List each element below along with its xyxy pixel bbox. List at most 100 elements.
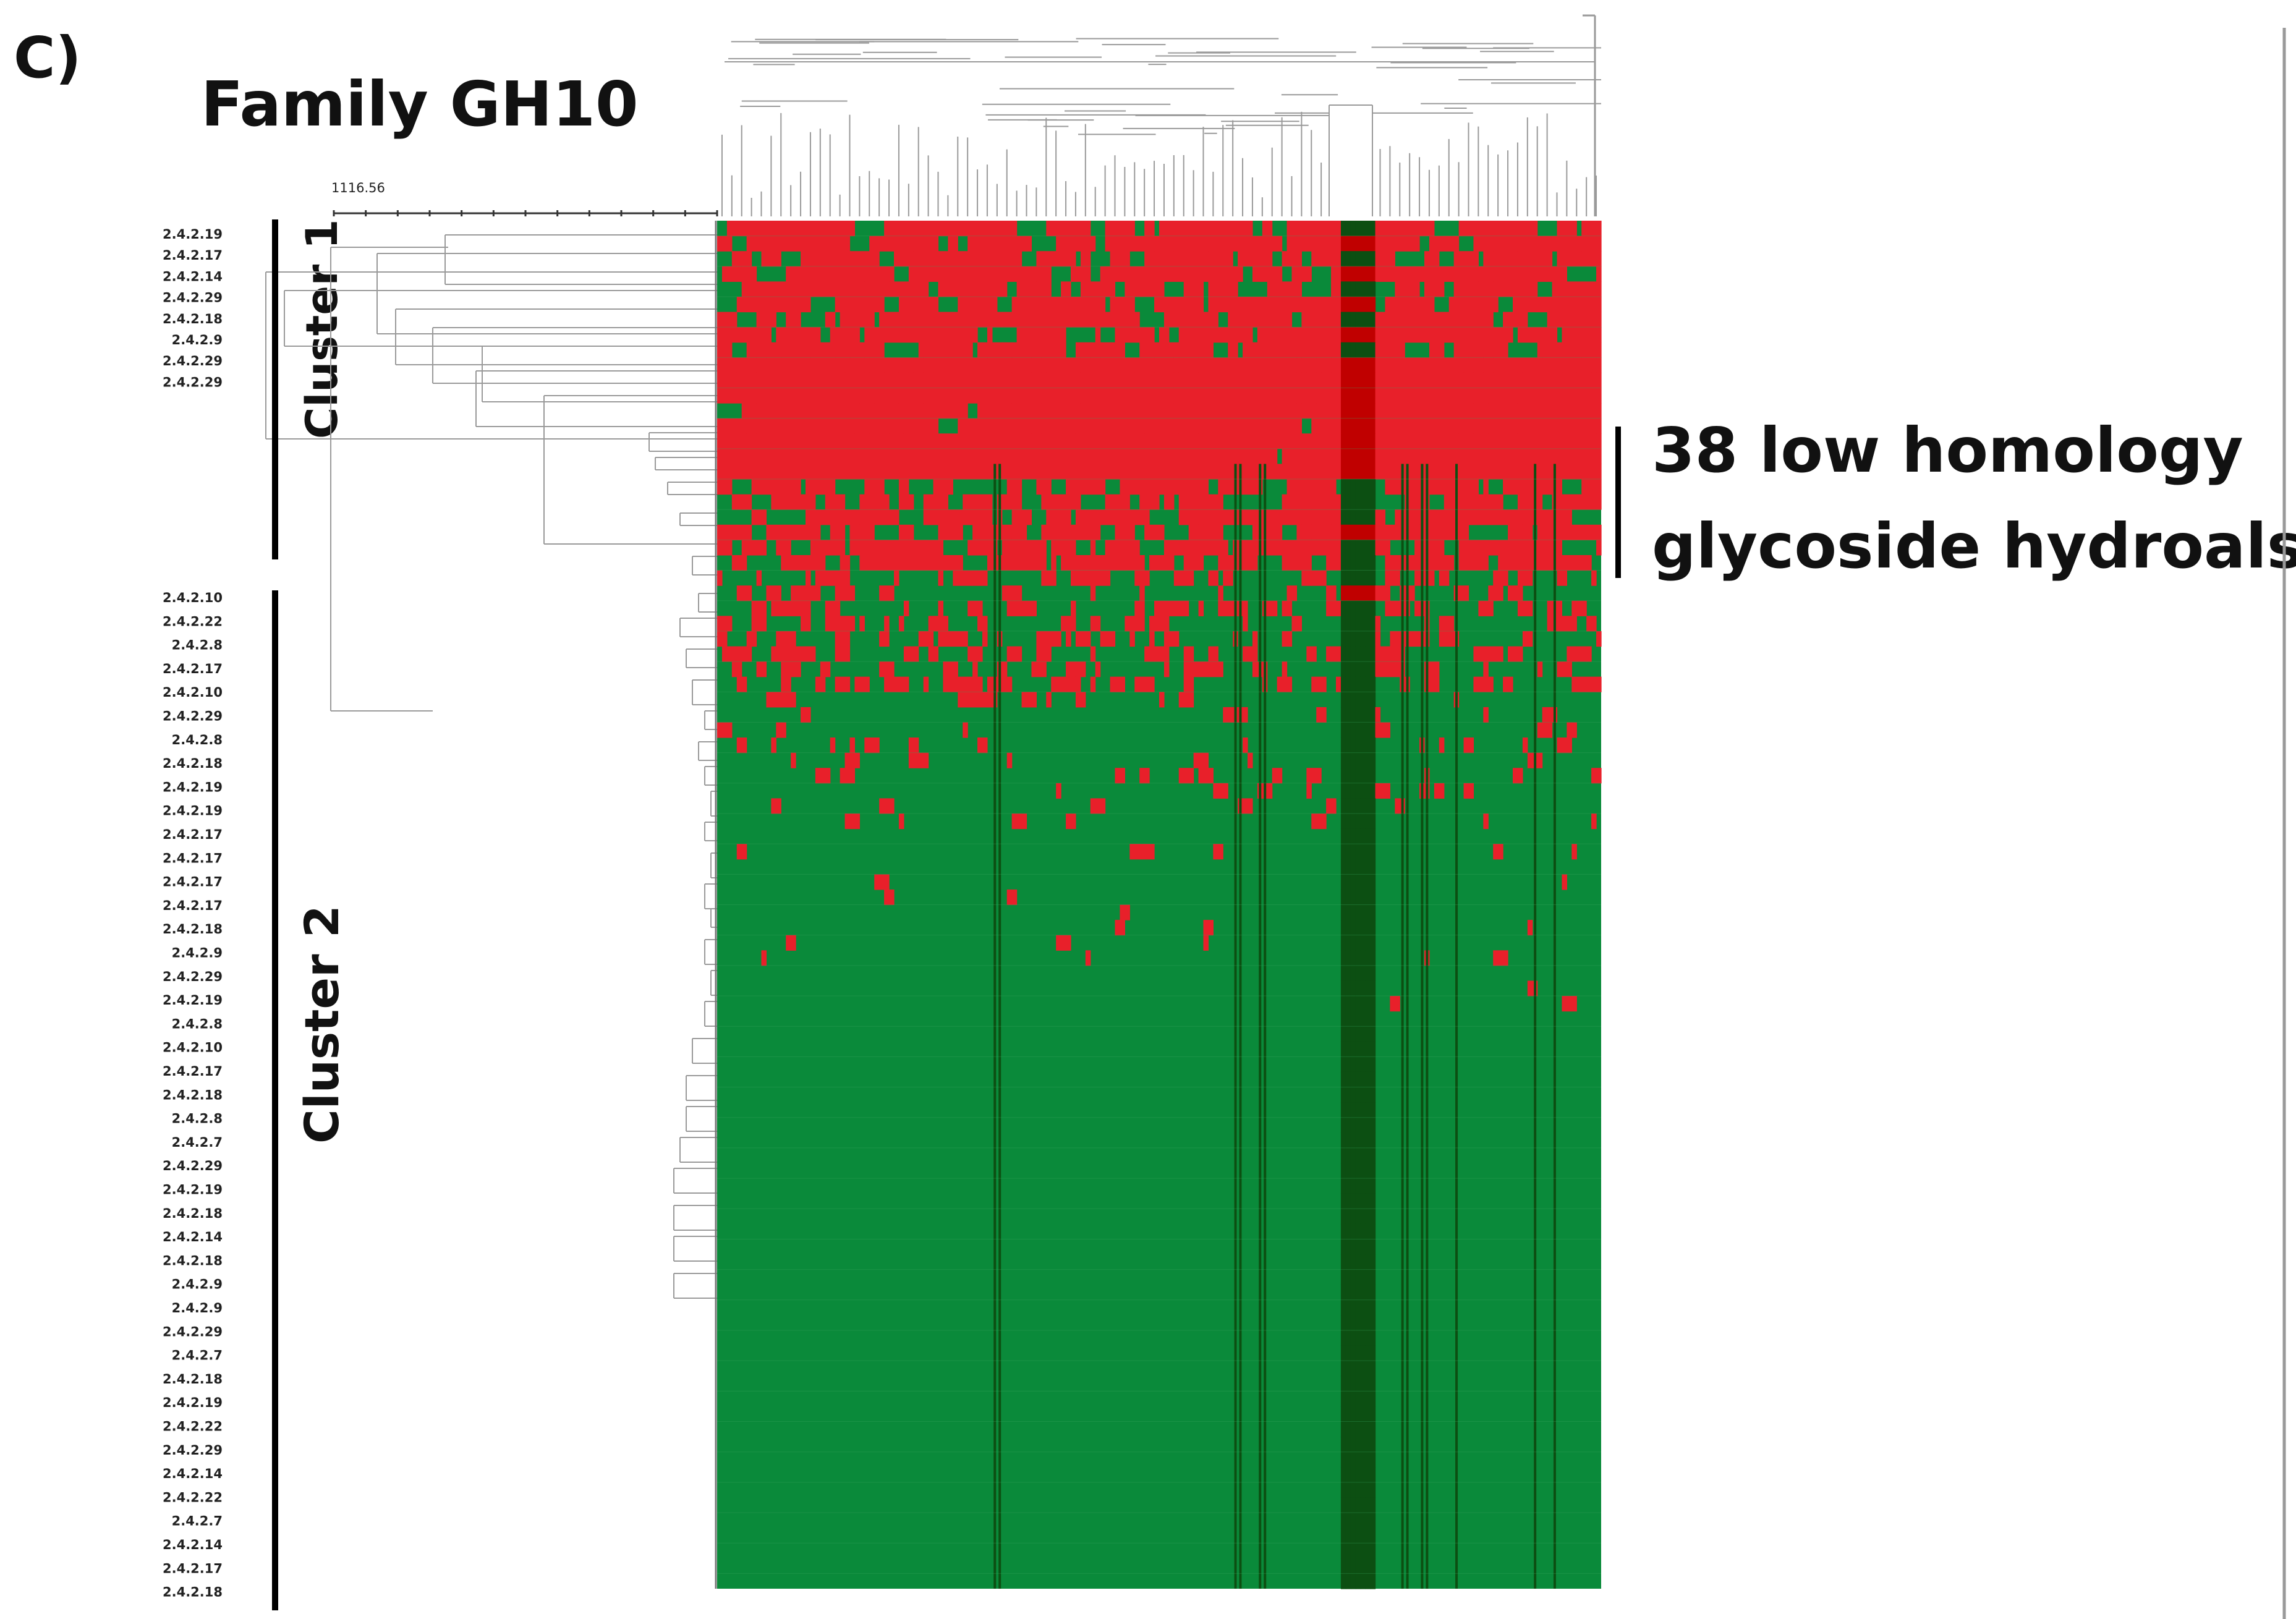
heatmap-cell [1006,752,1013,768]
heatmap-cell [1345,464,1351,480]
heatmap-cell [1360,844,1366,860]
heatmap-cell [1345,1011,1351,1027]
heatmap-cell [1365,737,1371,754]
heatmap-cell [776,524,786,540]
heatmap-cell [1360,1117,1366,1133]
heatmap-cell [1326,494,1341,510]
heatmap-cell [1360,1330,1366,1346]
heatmap-cell [1267,296,1298,313]
heatmap-cell [1243,646,1258,662]
heatmap-cell [1355,448,1361,465]
heatmap-cell [958,251,973,267]
heatmap-cell [1041,448,1066,465]
heatmap-cell [864,388,875,404]
heatmap-cell [1340,646,1346,662]
heatmap-cell [1006,889,1018,906]
heatmap-cell [1385,600,1395,616]
heatmap-cell [1365,1285,1371,1301]
heatmap-cell [1208,646,1218,662]
heatmap-cell [1345,813,1351,830]
heatmap-cell [879,266,895,282]
heatmap-cell [717,631,723,647]
heatmap-cell [903,464,934,480]
heatmap-cell [741,448,767,465]
heatmap-cell [1375,357,1390,373]
heatmap-cell [1552,433,1572,449]
heatmap-cell [1345,1315,1351,1331]
heatmap-cell [1586,236,1602,252]
heatmap-cell [1537,418,1567,434]
heatmap-cell [1424,372,1450,389]
heatmap-cell [840,418,846,434]
heatmap-cell [879,555,904,571]
heatmap-cell [1537,524,1543,540]
heatmap-cell [717,616,733,632]
heatmap-cell [1075,236,1091,252]
heatmap-cell [1095,570,1111,586]
heatmap-cell [1183,555,1204,571]
heatmap-cell [1340,935,1346,951]
heatmap-cell [1075,631,1091,647]
heatmap-cell [1350,464,1356,480]
heatmap-cell [1365,570,1371,586]
heatmap-cell [1301,221,1322,237]
heatmap-cell [1203,327,1228,343]
heatmap-cell [1355,1147,1361,1164]
heatmap-cell [1139,494,1160,510]
heatmap-cell [1473,236,1494,252]
heatmap-cell [840,768,856,784]
heatmap-cell [1326,312,1341,328]
heatmap-cell [1503,357,1508,373]
heatmap-cell [1365,798,1371,814]
row-label: 2.4.2.8 [172,1111,223,1126]
heatmap-cell [1311,524,1337,540]
heatmap-cell [717,722,733,738]
annotation-line-1: 38 low homology [1652,414,2243,487]
row-label: 2.4.2.19 [163,780,223,794]
heatmap-cell [967,418,988,434]
heatmap-cell [761,950,767,966]
heatmap-cell [1360,1285,1366,1301]
heatmap-cell [1424,433,1445,449]
heatmap-cell [967,372,983,389]
heatmap-cell [1562,372,1577,389]
heatmap-cell [1345,1421,1351,1437]
heatmap-cell [1066,676,1081,692]
heatmap-cell [1238,296,1268,313]
heatmap-cell [923,494,948,510]
heatmap-cell [1360,1254,1366,1270]
heatmap-cell [1370,327,1376,343]
heatmap-cell [1360,540,1366,556]
heatmap-cell [1365,479,1371,495]
heatmap-cell [741,281,762,297]
heatmap-cell [1345,1558,1351,1574]
heatmap-cell [1154,616,1170,632]
heatmap-cell [1360,585,1366,601]
heatmap-cell [1345,1087,1351,1103]
heatmap-cell [756,357,767,373]
heatmap-cell [1340,1345,1346,1361]
heatmap-cell [1365,555,1371,571]
heatmap-cell [1350,372,1356,389]
heatmap-cell [1163,540,1180,556]
heatmap-cell [1218,600,1223,616]
heatmap-cell [1355,494,1361,510]
heatmap-cell [1173,570,1184,586]
heatmap-cell [1134,372,1155,389]
heatmap-cell [1340,524,1346,540]
heatmap-cell [815,251,836,267]
heatmap-cell [1350,555,1356,571]
heatmap-cell [1291,388,1322,404]
heatmap-cell [1154,448,1170,465]
heatmap-cell [1031,540,1047,556]
heatmap-cell [1115,768,1125,784]
heatmap-cell [1439,570,1450,586]
heatmap-cell [1370,752,1376,768]
heatmap-cell [844,448,860,465]
heatmap-cell [1340,296,1346,313]
heatmap-cell [948,631,958,647]
heatmap-cell [1340,1163,1346,1179]
heatmap-cell [1301,403,1317,419]
heatmap-cell [1508,357,1538,373]
heatmap-cell [1243,342,1263,358]
